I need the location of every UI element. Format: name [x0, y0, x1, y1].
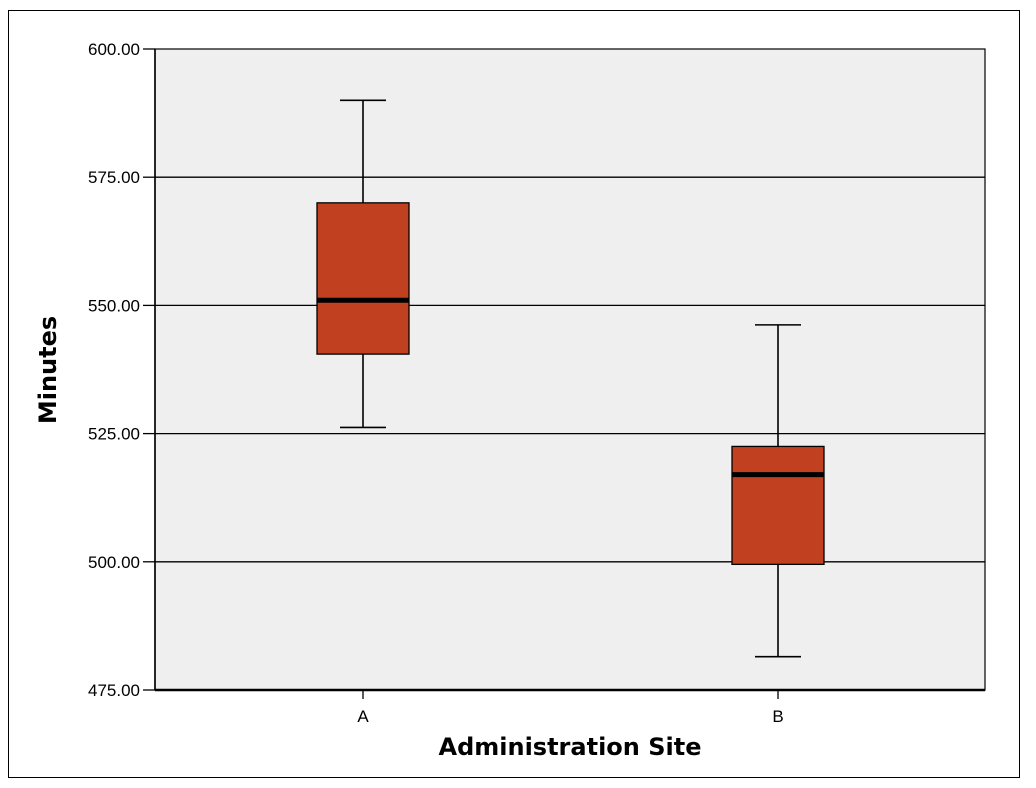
plot-area-background	[155, 49, 985, 690]
x-tick-label: A	[357, 707, 369, 726]
y-tick-label: 575.00	[88, 168, 140, 187]
y-tick-label: 525.00	[88, 425, 140, 444]
y-axis-ticks: 475.00 500.00 525.00 550.00 575.00 600.00	[88, 40, 155, 700]
box-series	[316, 99, 825, 658]
y-tick-label: 475.00	[88, 681, 140, 700]
x-tick-label: B	[772, 707, 783, 726]
axes	[154, 48, 986, 692]
gridlines	[155, 176, 985, 563]
y-tick-label: 600.00	[88, 40, 140, 59]
interquartile-box	[316, 202, 410, 355]
y-tick-label: 500.00	[88, 553, 140, 572]
y-axis-title: Minutes	[34, 316, 62, 424]
interquartile-box	[731, 445, 825, 566]
box-plot-B	[731, 324, 825, 658]
y-tick-label: 550.00	[88, 296, 140, 315]
box-plot-A	[316, 99, 410, 429]
x-axis-title: Administration Site	[439, 733, 702, 761]
